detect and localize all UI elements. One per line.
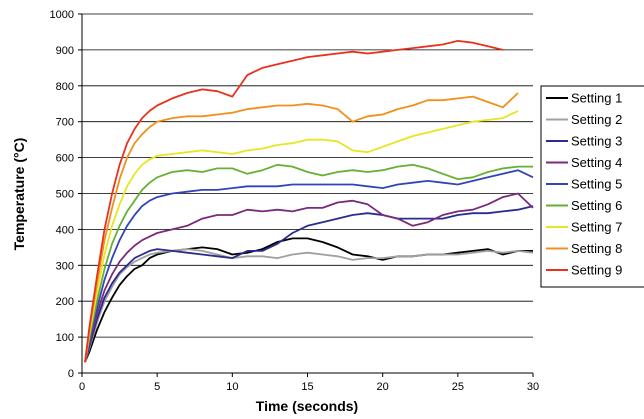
y-tick-label: 100 [56,332,74,344]
y-tick-label: 700 [56,117,74,129]
legend-label-7: Setting 7 [571,220,622,235]
series-line-2 [84,248,534,363]
gridlines [78,13,534,377]
series-line-1 [84,237,533,363]
series-line-7 [84,110,519,363]
series-line-3 [84,205,534,363]
y-tick-label: 800 [56,81,74,93]
y-tick-label: 400 [56,224,74,236]
x-tick-label: 5 [154,381,160,393]
x-tick-label: 0 [79,381,85,393]
y-tick-label: 1000 [50,9,74,21]
series-lines [84,40,534,363]
axes [81,14,533,374]
y-tick-label: 900 [56,45,74,57]
legend-label-1: Setting 1 [571,91,622,106]
y-tick-label: 600 [56,153,74,165]
y-tick-labels: 0 100 200 300 400 500 600 700 800 900 1000 [50,9,74,380]
series-line-9 [84,40,504,363]
legend-label-2: Setting 2 [571,112,622,127]
legend-box [540,85,644,288]
legend-label-4: Setting 4 [571,155,622,170]
series-line-8 [84,92,519,363]
y-tick-label: 0 [68,368,74,380]
x-tick-label: 15 [301,381,313,393]
legend: Setting 1 Setting 2 Setting 3 Setting 4 Sett… [540,85,644,288]
x-tick-label: 25 [452,381,464,393]
legend-label-3: Setting 3 [571,134,622,149]
legend-label-5: Setting 5 [571,177,622,192]
x-axis-title: Time (seconds) [256,398,358,414]
series-line-6 [84,163,533,363]
legend-label-6: Setting 6 [571,198,622,213]
y-tick-label: 500 [56,189,74,201]
series-line-5 [84,169,534,363]
x-tick-labels: 0 5 10 15 20 25 30 [79,381,539,393]
legend-label-9: Setting 9 [571,263,622,278]
x-tick-label: 10 [226,381,238,393]
series-line-4 [84,192,534,363]
legend-label-8: Setting 8 [571,241,622,256]
x-tick-label: 20 [377,381,389,393]
x-tick-label: 30 [527,381,539,393]
y-tick-label: 300 [56,260,74,272]
y-tick-label: 200 [56,296,74,308]
y-axis-title: Temperature (°C) [11,138,27,251]
